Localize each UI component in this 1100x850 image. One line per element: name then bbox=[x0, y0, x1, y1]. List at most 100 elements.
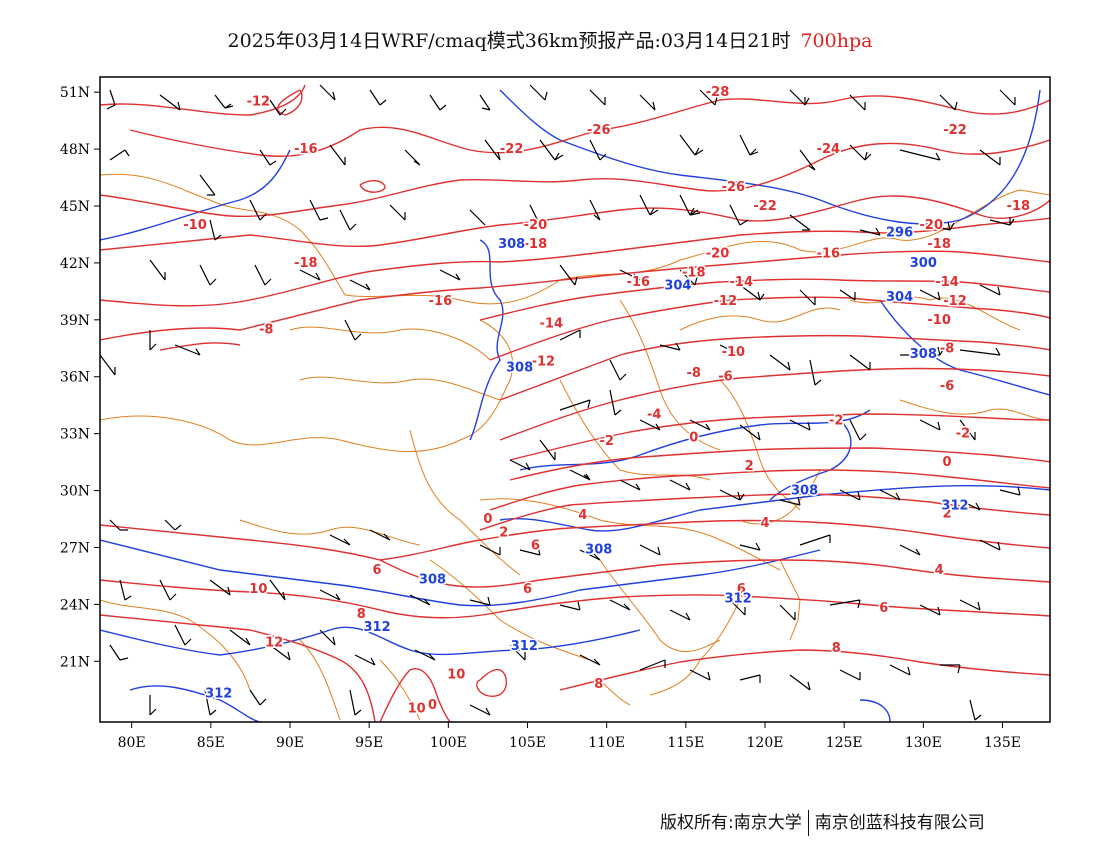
temperature-label: -16 bbox=[817, 246, 841, 261]
temperature-labels: -12-16 -22-28-26-24-22-26-22-20-18-10 -20-… bbox=[182, 84, 1032, 719]
lon-tick-label: 120E bbox=[747, 735, 784, 751]
temperature-label: 4 bbox=[578, 508, 587, 523]
temperature-label: -16 bbox=[294, 142, 318, 157]
lat-tick-label: 24N bbox=[60, 597, 90, 613]
lon-tick-label: 105E bbox=[509, 735, 546, 751]
temperature-label: 0 bbox=[943, 455, 952, 470]
temperature-label: 8 bbox=[832, 641, 841, 656]
temperature-label: -6 bbox=[940, 379, 954, 394]
chart-title: 2025年03月14日WRF/cmaq模式36km预报产品:03月14日21时 7… bbox=[0, 26, 1100, 53]
pressure-level: 700hpa bbox=[800, 30, 873, 52]
temperature-label: 10 bbox=[408, 702, 426, 717]
temperature-label: 0 bbox=[428, 698, 437, 713]
temperature-label: -12 bbox=[532, 355, 556, 370]
height-label: 312 bbox=[364, 620, 391, 635]
lat-tick-label: 48N bbox=[60, 142, 90, 158]
temperature-label: -2 bbox=[829, 413, 843, 428]
temperature-label: -14 bbox=[935, 275, 959, 290]
height-label: 300 bbox=[910, 256, 937, 271]
height-label: 296 bbox=[886, 226, 913, 241]
temperature-label: -6 bbox=[718, 370, 732, 385]
temperature-contours bbox=[100, 84, 1050, 722]
temperature-label: -28 bbox=[706, 85, 730, 100]
temperature-label: -16 bbox=[429, 294, 453, 309]
lon-tick-label: 85E bbox=[197, 735, 225, 751]
temperature-label: 10 bbox=[447, 668, 465, 683]
temperature-label: 6 bbox=[523, 582, 532, 597]
lon-tick-label: 110E bbox=[588, 735, 625, 751]
lat-tick-label: 21N bbox=[60, 654, 90, 670]
height-label: 312 bbox=[511, 639, 538, 654]
footer-credits: 版权所有:南京大学 南京创蓝科技有限公司 bbox=[660, 808, 985, 836]
temperature-label: 2 bbox=[499, 525, 508, 540]
height-label: 308 bbox=[791, 484, 818, 499]
temperature-label: -18 bbox=[927, 237, 951, 252]
temperature-label: -16 bbox=[627, 275, 651, 290]
lat-tick-label: 33N bbox=[60, 427, 90, 443]
temperature-label: 2 bbox=[745, 459, 754, 474]
lat-tick-label: 51N bbox=[60, 85, 90, 101]
lon-tick-label: 80E bbox=[118, 735, 146, 751]
temperature-label: 4 bbox=[760, 516, 769, 531]
lat-tick-label: 45N bbox=[60, 199, 90, 215]
temperature-label: 8 bbox=[357, 607, 366, 622]
temperature-label: -20 bbox=[706, 246, 730, 261]
temperature-label: -12 bbox=[714, 294, 738, 309]
temperature-label: 6 bbox=[373, 563, 382, 578]
temperature-label: -2 bbox=[599, 434, 613, 449]
plot-frame bbox=[99, 76, 1051, 723]
temperature-label: -8 bbox=[259, 322, 273, 337]
lon-tick-label: 135E bbox=[984, 735, 1021, 751]
temperature-label: 12 bbox=[265, 635, 283, 650]
height-label: 304 bbox=[886, 290, 913, 305]
temperature-label: -22 bbox=[500, 142, 524, 157]
footer-divider bbox=[807, 810, 809, 836]
temperature-label: -24 bbox=[817, 142, 841, 157]
temperature-label: -14 bbox=[540, 317, 564, 332]
lon-tick-label: 125E bbox=[826, 735, 863, 751]
temperature-label: 8 bbox=[594, 677, 603, 692]
lat-tick-label: 27N bbox=[60, 540, 90, 556]
lon-tick-label: 100E bbox=[430, 735, 467, 751]
height-contours bbox=[100, 89, 1050, 722]
temperature-label: 6 bbox=[879, 601, 888, 616]
temperature-label: 2 bbox=[943, 506, 952, 521]
wind-barbs bbox=[100, 84, 1021, 721]
lat-tick-label: 39N bbox=[60, 313, 90, 329]
temperature-label: 10 bbox=[249, 582, 267, 597]
height-label: 308 bbox=[506, 360, 533, 375]
height-label: 308 bbox=[585, 542, 612, 557]
temperature-label: -18 bbox=[682, 265, 706, 280]
temperature-label: -26 bbox=[587, 123, 611, 138]
height-label: 304 bbox=[664, 279, 691, 294]
copyright-label: 版权所有: bbox=[660, 813, 734, 833]
temperature-label: -4 bbox=[647, 408, 661, 423]
temperature-label: -18 bbox=[294, 256, 318, 271]
temperature-label: -18 bbox=[524, 237, 548, 252]
temperature-label: -22 bbox=[753, 199, 777, 214]
org-nanjing-university: 南京大学 bbox=[733, 813, 802, 833]
temperature-label: -10 bbox=[722, 345, 746, 360]
lon-tick-label: 115E bbox=[667, 735, 704, 751]
lon-tick-label: 90E bbox=[276, 735, 304, 751]
lat-tick-label: 36N bbox=[60, 370, 90, 386]
temperature-label: -10 bbox=[183, 218, 207, 233]
org-chuanglan-tech: 南京创蓝科技有限公司 bbox=[814, 813, 985, 833]
height-label: 312 bbox=[205, 687, 232, 702]
temperature-label: -14 bbox=[730, 275, 754, 290]
temperature-label: -12 bbox=[247, 95, 271, 110]
temperature-label: -8 bbox=[687, 366, 701, 381]
height-labels: 308 296 300 304 304 308 308 308 312 308 308 312 312 3… bbox=[204, 224, 970, 703]
temperature-label: -8 bbox=[940, 341, 954, 356]
lon-tick-label: 95E bbox=[355, 735, 383, 751]
height-label: 308 bbox=[498, 237, 525, 252]
height-label: 308 bbox=[419, 573, 446, 588]
temperature-label: -22 bbox=[943, 123, 967, 138]
title-text: 2025年03月14日WRF/cmaq模式36km预报产品:03月14日21时 bbox=[227, 30, 791, 52]
temperature-label: 0 bbox=[689, 430, 698, 445]
temperature-label: -20 bbox=[524, 218, 548, 233]
height-label: 312 bbox=[941, 499, 968, 514]
temperature-label: -10 bbox=[927, 313, 951, 328]
longitude-axis: 80E 85E 90E 95E 100E 105E 110E 115E 120E 125E 130E… bbox=[118, 722, 1021, 751]
